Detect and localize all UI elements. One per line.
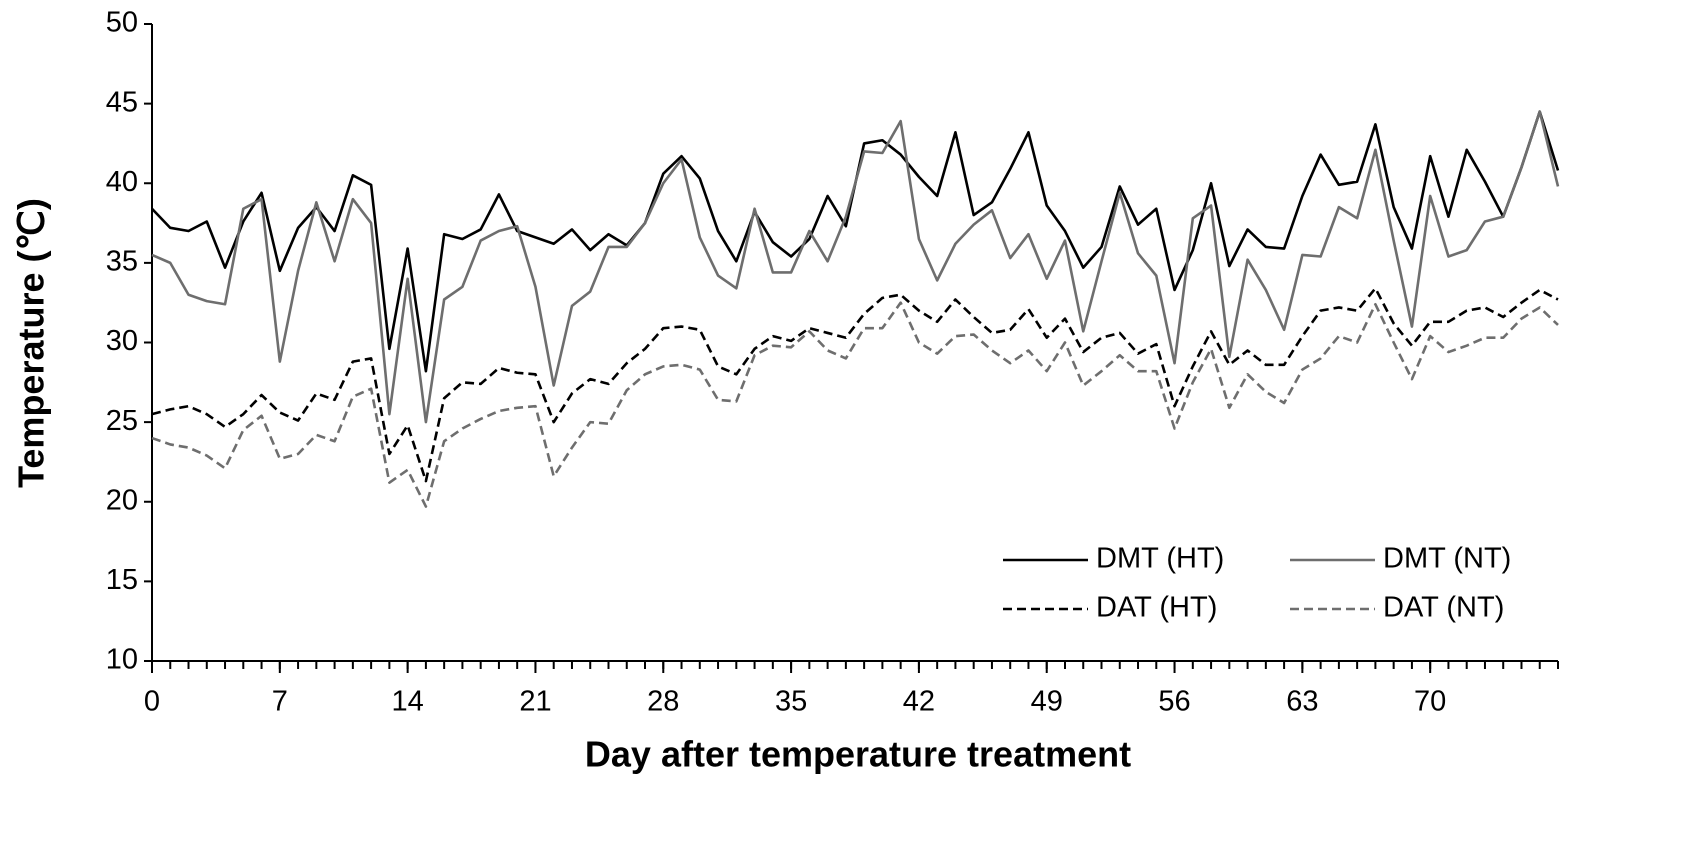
series-line [151,110,1560,424]
legend-label: DAT (HT) [1096,592,1217,624]
y-tick-label: 40 [106,166,138,198]
x-tick-label: 7 [272,686,288,718]
x-tick-label: 42 [903,686,935,718]
series-line [151,110,1560,373]
series-line [151,301,1559,508]
x-tick-label: 35 [775,686,807,718]
y-tick-label: 35 [106,246,138,278]
x-tick-label: 49 [1031,686,1063,718]
y-tick-label: 25 [106,405,138,437]
legend-label: DMT (HT) [1096,543,1224,575]
y-tick-label: 30 [106,325,138,357]
x-axis-title: Day after temperature treatment [585,734,1131,775]
y-tick-label: 10 [106,644,138,676]
y-tick-label: 50 [106,7,138,39]
x-tick-label: 63 [1286,686,1318,718]
y-axis-title: Temperature (℃) [11,198,52,488]
series-line [151,287,1559,483]
x-tick-label: 28 [647,686,679,718]
x-tick-label: 21 [519,686,551,718]
y-tick-label: 15 [106,564,138,596]
x-tick-label: 14 [392,686,424,718]
x-tick-label: 56 [1158,686,1190,718]
x-tick-label: 0 [144,686,160,718]
y-tick-label: 45 [106,86,138,118]
legend-label: DAT (NT) [1383,592,1504,624]
x-tick-label: 70 [1414,686,1446,718]
legend-label: DMT (NT) [1383,543,1511,575]
y-tick-label: 20 [106,484,138,516]
